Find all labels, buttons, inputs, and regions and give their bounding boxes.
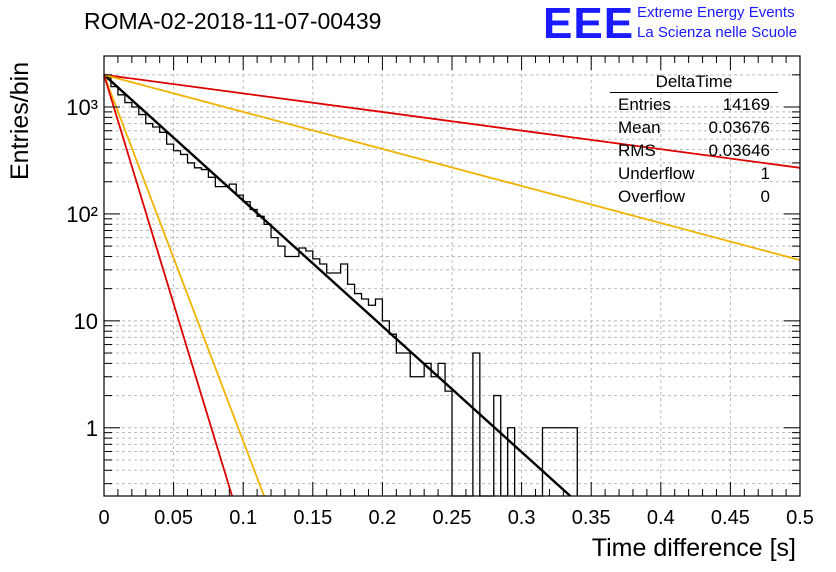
stats-label: Overflow <box>618 187 686 206</box>
x-tick-label: 0.35 <box>572 507 611 529</box>
y-tick-label: 10² <box>66 202 98 227</box>
stats-title: DeltaTime <box>610 71 778 93</box>
stats-label: Entries <box>618 95 671 114</box>
eee-logo: EEE <box>543 0 635 48</box>
stats-value: 14169 <box>722 95 770 114</box>
stats-value: 0.03646 <box>708 141 770 160</box>
x-tick-label: 0.4 <box>647 507 675 529</box>
fit-line <box>103 73 801 169</box>
fit-line <box>103 73 801 261</box>
y-tick-label: 10 <box>74 309 98 334</box>
logo-caption: Extreme Energy Events La Scienza nelle S… <box>637 3 797 43</box>
y-axis-label: Entries/bin <box>6 61 34 180</box>
x-tick-label: 0.3 <box>508 507 536 529</box>
logo-caption-line1: Extreme Energy Events <box>637 4 795 21</box>
logo-caption-line2: La Scienza nelle Scuole <box>637 24 798 41</box>
x-tick-label: 0.5 <box>786 507 814 529</box>
fit-line <box>103 74 265 497</box>
y-tick-label: 10³ <box>66 95 98 120</box>
y-tick-label: 1 <box>86 416 98 441</box>
x-axis-label: Time difference [s] <box>591 534 796 562</box>
x-tick-label: 0.45 <box>711 507 750 529</box>
stats-row-mean: Mean 0.03676 <box>610 116 778 139</box>
stats-row-rms: RMS 0.03646 <box>610 139 778 162</box>
x-tick-label: 0.25 <box>433 507 472 529</box>
x-tick-label: 0.05 <box>154 507 193 529</box>
fit-line <box>103 73 572 497</box>
x-tick-label: 0.1 <box>229 507 257 529</box>
fit-line <box>103 74 233 497</box>
stats-row-overflow: Overflow 0 <box>610 185 778 208</box>
stats-box: DeltaTime Entries 14169 Mean 0.03676 RMS… <box>610 71 778 208</box>
stats-value: 1 <box>760 164 770 183</box>
histogram-bars <box>104 76 578 497</box>
stats-value: 0 <box>760 187 770 206</box>
stats-label: Underflow <box>618 164 695 183</box>
stats-value: 0.03676 <box>708 118 770 137</box>
x-tick-label: 0.15 <box>293 507 332 529</box>
x-tick-label: 0 <box>98 507 109 529</box>
run-title: ROMA-02-2018-11-07-00439 <box>84 8 382 34</box>
stats-row-entries: Entries 14169 <box>610 93 778 116</box>
stats-label: RMS <box>618 141 656 160</box>
stats-row-underflow: Underflow 1 <box>610 162 778 185</box>
x-tick-label: 0.2 <box>368 507 396 529</box>
stats-label: Mean <box>618 118 661 137</box>
